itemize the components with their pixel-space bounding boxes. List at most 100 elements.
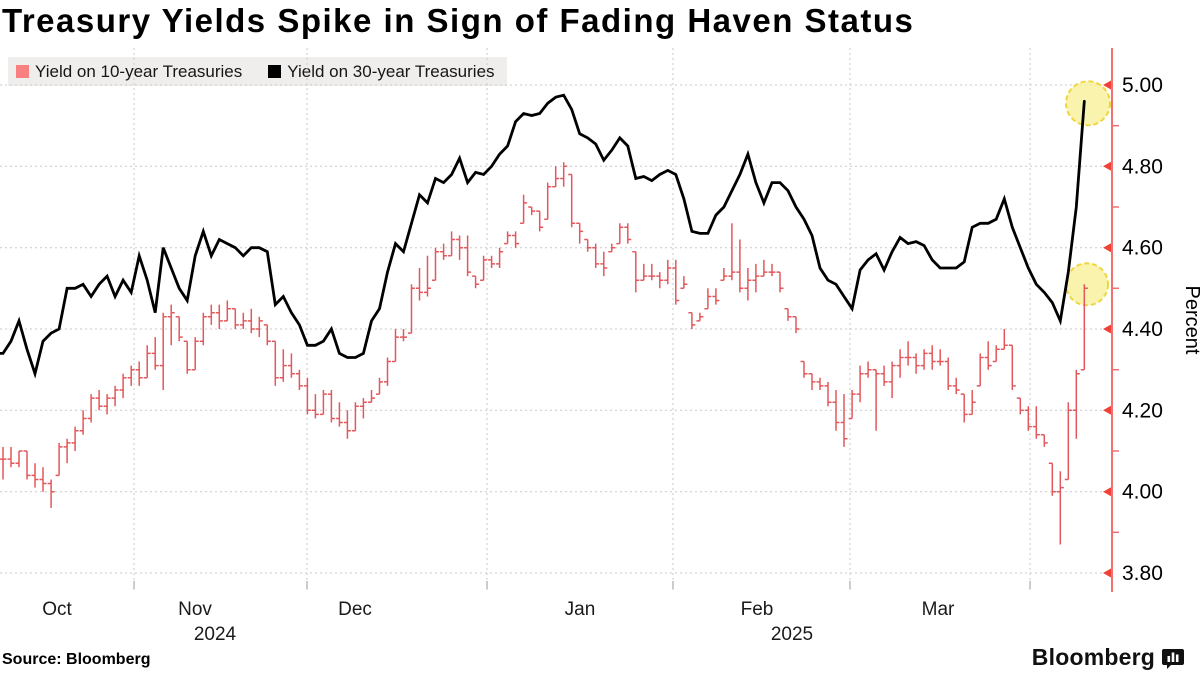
ohlc-bar [592,243,600,268]
y-axis: 3.80 4.00 4.20 4.40 4.60 4.80 5.00 Percent [1103,48,1200,592]
ohlc-bar [1000,329,1008,351]
ohlc-bar [271,340,279,386]
ohlc-bar [648,263,656,281]
ohlc-bar [223,300,231,322]
ohlc-bar [576,222,584,244]
ohlc-bar [1040,433,1048,447]
ohlc-bar [55,442,63,477]
y-tick-label: 4.60 [1122,237,1163,260]
ohlc-bar [151,337,159,370]
ohlc-bar [392,329,399,363]
ohlc-bar [760,259,768,277]
ohlc-bar [456,235,464,260]
ohlc-bar [255,316,263,338]
ohlc-bar [912,353,920,374]
ohlc-bar [1048,462,1056,496]
ohlc-bar [87,394,95,423]
highlight-circle [1065,80,1111,127]
ohlc-bar [600,251,608,277]
ohlc-bar [680,276,688,290]
ohlc-bar [215,304,223,329]
ohlc-bar [135,361,143,386]
ohlc-bar [1064,402,1072,481]
month-label: Oct [42,599,72,620]
ohlc-bar [496,247,504,268]
ohlc-bar [880,365,888,386]
ohlc-bar [848,390,856,420]
page-title: Treasury Yields Spike in Sign of Fading … [2,2,915,39]
ohlc-bar [704,288,712,310]
y-tick-label: 5.00 [1122,74,1163,97]
y-axis-title: Percent [1181,286,1200,355]
ohlc-bar [424,255,431,297]
ohlc-bar [279,349,287,382]
ohlc-bar [544,182,552,220]
ohlc-bar [0,446,7,480]
y-tick-label: 3.80 [1122,562,1163,585]
month-label: Mar [922,599,955,620]
ohlc-bar [376,377,383,395]
ohlc-bar [327,390,335,423]
highlight-circles [1065,80,1111,307]
ohlc-bar [632,250,640,293]
ohlc-bar [736,239,744,293]
ohlc-bar [520,194,528,225]
y-tick-label: 4.80 [1122,155,1163,178]
y-tick-label: 4.20 [1122,399,1163,422]
month-label: Jan [565,599,596,620]
ohlc-bar [239,312,247,329]
ohlc-bar [295,369,303,390]
month-label: Feb [741,599,774,620]
y-tick-arrow-icon [1103,405,1111,415]
thirty-year-line [0,93,1086,379]
ohlc-bar [1056,471,1064,545]
ohlc-bar [368,390,375,403]
ohlc-bar [207,304,215,325]
month-label: Dec [338,599,372,620]
ohlc-bar [944,357,952,390]
ohlc-bar [23,450,31,480]
ohlc-bar [792,316,800,334]
ohlc-bar [1008,344,1016,390]
ohlc-bar [183,340,191,374]
ohlc-bar [840,394,848,447]
ohlc-bar [952,377,960,395]
chart-legend: Yield on 10-year Treasuries Yield on 30-… [8,57,507,86]
ohlc-bar [79,410,87,435]
ohlc-bar [448,231,456,257]
ohlc-bar [824,381,832,407]
ohlc-bar [728,223,736,281]
ohlc-bar [920,349,928,370]
ohlc-bar [103,394,111,415]
highlight-circle [1065,262,1109,307]
source-note: Source: Bloomberg [2,651,151,668]
ohlc-bar [560,162,568,187]
ohlc-bar [143,345,151,379]
ohlc-bar [191,337,199,371]
ohlc-bar [127,365,135,386]
x-axis: Oct Nov Dec Jan Feb Mar 2024 2025 [42,581,1031,645]
ohlc-bar [752,263,760,293]
ohlc-bar [968,390,976,416]
ohlc-bar [95,390,103,411]
ohlc-bar [624,223,632,244]
ten-year-swatch-icon [16,65,29,78]
legend-label-10-year: Yield on 10-year Treasuries [35,61,243,81]
ohlc-bar [416,268,423,301]
ohlc-bar [936,349,944,366]
ohlc-bar [39,467,47,492]
ohlc-bar [904,341,912,366]
ohlc-bar [335,402,343,427]
y-tick-label: 4.00 [1122,481,1163,504]
ohlc-bar [552,166,560,188]
ohlc-bar [7,446,15,468]
ohlc-bar [31,463,39,488]
gridlines [0,48,1112,592]
ohlc-bar [464,235,472,277]
ohlc-bar [1016,397,1024,415]
ohlc-bar [568,173,576,228]
ohlc-bar [47,479,55,508]
ohlc-bar [672,259,680,305]
ohlc-bar [656,272,664,289]
